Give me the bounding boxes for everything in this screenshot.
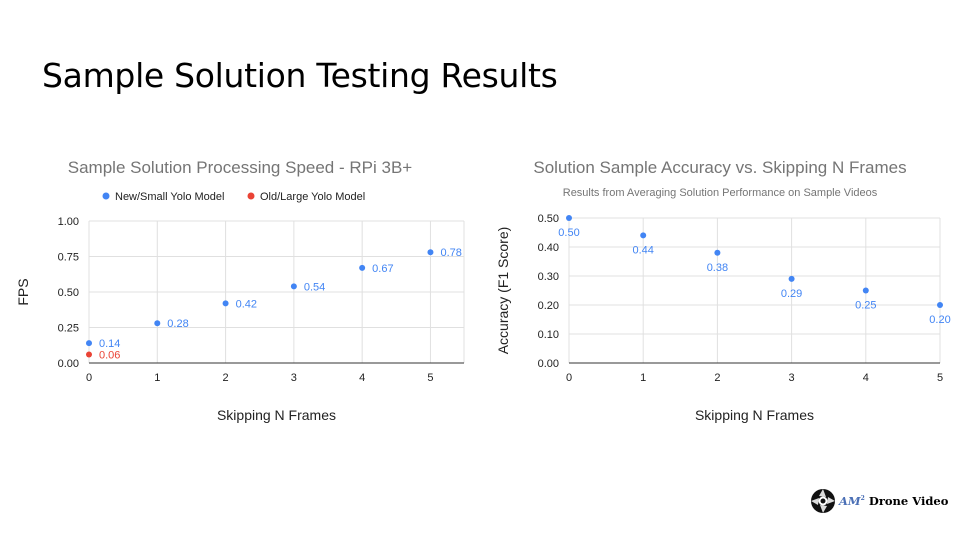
y-tick-label: 1.00 [58, 216, 79, 228]
data-point [222, 300, 229, 307]
y-tick-label: 0.25 [58, 323, 79, 335]
x-tick-label: 4 [863, 372, 869, 384]
data-label: 0.06 [99, 349, 120, 361]
x-tick-label: 0 [566, 372, 572, 384]
data-point [862, 287, 869, 294]
legend-label: New/Small Yolo Model [115, 191, 224, 203]
y-tick-label: 0.10 [538, 329, 559, 341]
data-point [640, 232, 647, 239]
data-label: 0.14 [99, 338, 120, 350]
x-tick-label: 5 [427, 372, 433, 384]
x-axis-title: Skipping N Frames [217, 407, 336, 423]
data-point [154, 320, 161, 327]
chart-title: Sample Solution Processing Speed - RPi 3… [68, 158, 413, 177]
y-tick-label: 0.75 [58, 252, 79, 264]
data-point [788, 275, 795, 282]
data-label: 0.42 [236, 298, 257, 310]
y-axis-title: Accuracy (F1 Score) [495, 227, 511, 355]
y-tick-label: 0.50 [538, 213, 559, 225]
data-label: 0.38 [707, 262, 728, 274]
x-tick-label: 3 [291, 372, 297, 384]
slide-title: Sample Solution Testing Results [42, 56, 558, 95]
y-tick-label: 0.30 [538, 271, 559, 283]
data-point [359, 264, 366, 271]
y-tick-label: 0.00 [58, 358, 79, 370]
data-point [290, 283, 297, 290]
chart-subtitle: Results from Averaging Solution Performa… [563, 187, 878, 199]
data-point [86, 340, 92, 347]
data-point [427, 249, 434, 256]
x-tick-label: 2 [714, 372, 720, 384]
data-point [86, 351, 92, 358]
x-tick-label: 0 [86, 372, 92, 384]
chart-title: Solution Sample Accuracy vs. Skipping N … [533, 158, 906, 177]
legend-marker [247, 192, 255, 200]
x-tick-label: 2 [223, 372, 229, 384]
camera-aperture-icon [811, 489, 835, 513]
data-label: 0.44 [632, 244, 653, 256]
data-label: 0.25 [855, 300, 876, 312]
x-tick-label: 4 [359, 372, 365, 384]
data-label: 0.50 [558, 227, 579, 239]
x-tick-label: 1 [640, 372, 646, 384]
data-label: 0.54 [304, 281, 325, 293]
data-label: 0.67 [372, 263, 393, 275]
fps-chart: Sample Solution Processing Speed - RPi 3… [15, 158, 465, 423]
y-axis-title: FPS [15, 278, 31, 305]
y-tick-label: 0.50 [58, 287, 79, 299]
x-tick-label: 5 [937, 372, 943, 384]
data-point [566, 215, 572, 221]
am2-drone-video-logo: AM2 Drone Video [810, 488, 948, 514]
logo-wordmark: AM2 Drone Video [839, 494, 949, 508]
data-label: 0.28 [167, 318, 188, 330]
y-tick-label: 0.00 [538, 358, 559, 370]
data-point [714, 249, 721, 256]
x-axis-title: Skipping N Frames [695, 407, 814, 423]
x-tick-label: 1 [154, 372, 160, 384]
accuracy-chart: Solution Sample Accuracy vs. Skipping N … [495, 158, 951, 423]
data-label: 0.78 [440, 247, 461, 259]
y-tick-label: 0.40 [538, 242, 559, 254]
y-tick-label: 0.20 [538, 300, 559, 312]
data-point [937, 302, 943, 308]
x-tick-label: 3 [789, 372, 795, 384]
legend-marker [102, 192, 110, 200]
legend-label: Old/Large Yolo Model [260, 191, 365, 203]
data-label: 0.20 [929, 314, 950, 326]
data-label: 0.29 [781, 288, 802, 300]
